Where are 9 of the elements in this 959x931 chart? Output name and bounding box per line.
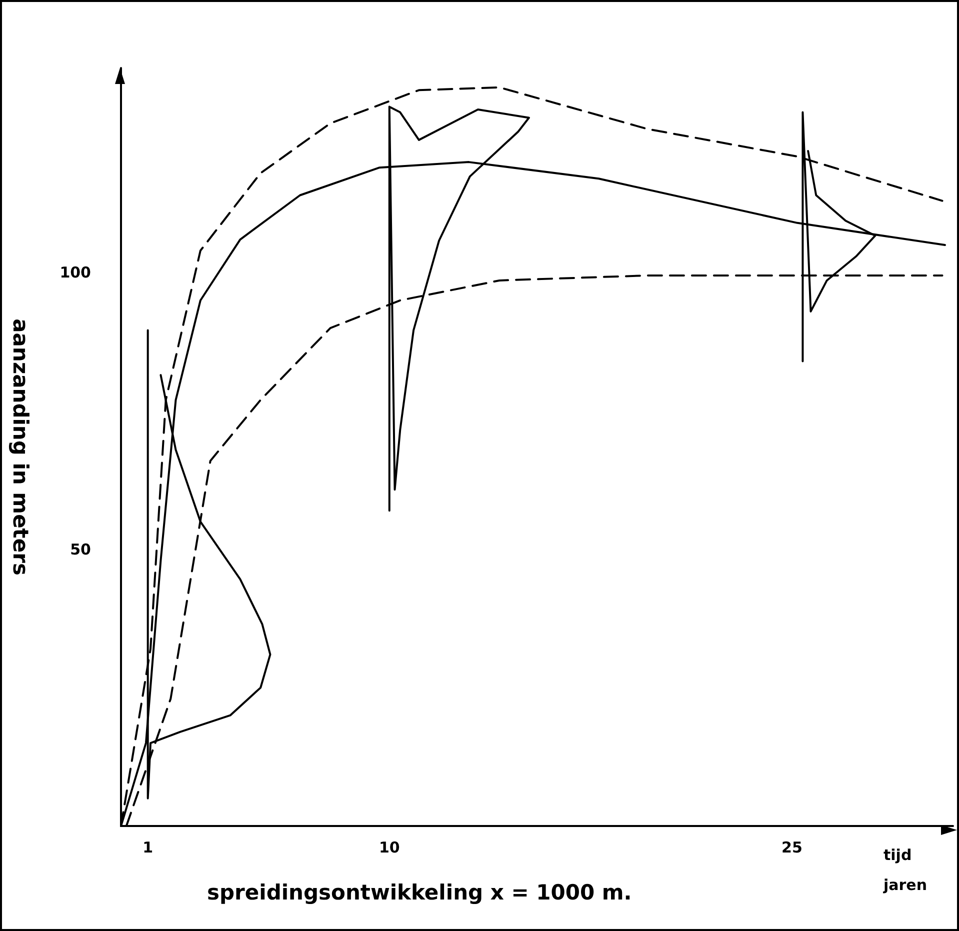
x-tick-label: 10: [378, 838, 400, 856]
text: spreidingsontwikkeling x = 1000 m.: [207, 880, 632, 904]
x-tick-label: 25: [782, 838, 802, 856]
line-series: [146, 329, 272, 800]
x-axis-title: tijd jaren: [882, 846, 927, 894]
x-tick-label: 1: [142, 838, 154, 856]
y-tick-label: 100: [60, 264, 91, 282]
y-axis-title: aanzanding in meters: [8, 318, 32, 576]
y-tick-label: 50: [70, 540, 91, 558]
